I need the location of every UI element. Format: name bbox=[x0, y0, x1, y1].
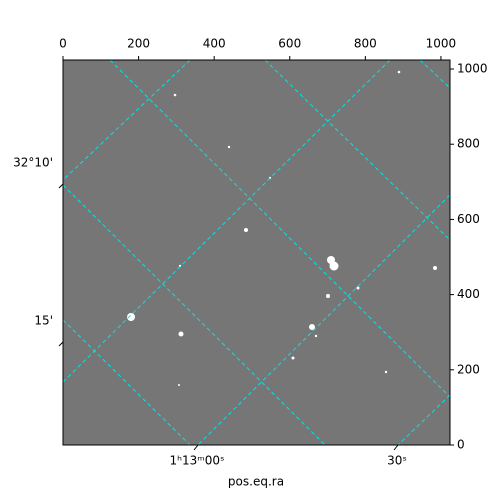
x-tick-label: 0 bbox=[59, 37, 67, 51]
y-tick-label: 1000 bbox=[457, 62, 488, 76]
y-tick-label: 0 bbox=[457, 438, 465, 452]
x-tick-label: 400 bbox=[203, 37, 226, 51]
ra-tick-label: 30ˢ bbox=[387, 454, 407, 468]
frame bbox=[62, 59, 451, 446]
x-tick-label: 200 bbox=[127, 37, 150, 51]
dec-tick bbox=[58, 341, 64, 347]
ra-tick bbox=[193, 444, 199, 451]
y-tick-label: 400 bbox=[457, 287, 480, 301]
y-tick-label: 200 bbox=[457, 362, 480, 376]
y-tick-label: 800 bbox=[457, 137, 480, 151]
dec-tick-label: 15' bbox=[34, 314, 53, 328]
x-tick-label: 600 bbox=[278, 37, 301, 51]
ra-tick bbox=[393, 444, 399, 451]
x-axis-label: pos.eq.ra bbox=[228, 475, 284, 489]
ra-tick-label: 1ʰ13ᵐ00ˢ bbox=[170, 454, 225, 468]
x-tick-label: 800 bbox=[354, 37, 377, 51]
dec-tick-label: 32°10' bbox=[13, 156, 53, 170]
dec-tick bbox=[58, 183, 64, 189]
y-tick-label: 600 bbox=[457, 212, 480, 226]
sky-image bbox=[63, 60, 450, 445]
coordinate-grid bbox=[63, 60, 450, 445]
x-tick-label: 1000 bbox=[426, 37, 457, 51]
